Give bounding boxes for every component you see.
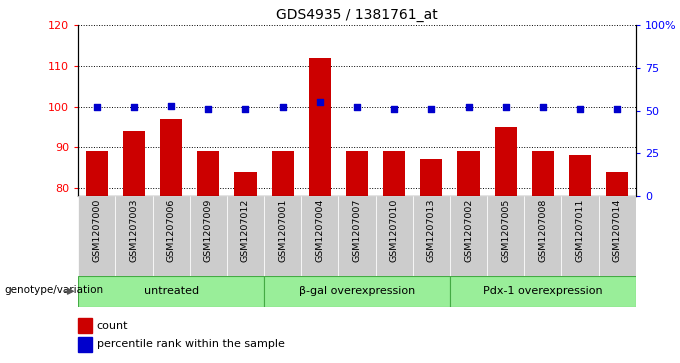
Bar — [487, 196, 524, 276]
Text: GSM1207002: GSM1207002 — [464, 199, 473, 262]
Bar — [78, 318, 92, 333]
Bar — [450, 276, 636, 307]
Text: genotype/variation: genotype/variation — [4, 285, 103, 295]
Bar — [271, 151, 294, 196]
Text: count: count — [97, 321, 128, 331]
Text: untreated: untreated — [143, 286, 199, 296]
Bar — [78, 196, 116, 276]
Bar — [346, 151, 368, 196]
Bar — [569, 155, 591, 196]
Text: GSM1207013: GSM1207013 — [427, 199, 436, 262]
Bar — [524, 196, 562, 276]
Bar — [532, 151, 554, 196]
Bar — [190, 196, 227, 276]
Bar — [339, 196, 375, 276]
Text: GSM1207005: GSM1207005 — [501, 199, 510, 262]
Bar — [78, 276, 264, 307]
Point — [500, 105, 511, 110]
Bar — [227, 196, 264, 276]
Bar — [606, 172, 628, 196]
Point — [612, 106, 623, 112]
Text: Pdx-1 overexpression: Pdx-1 overexpression — [483, 286, 602, 296]
Point — [389, 106, 400, 112]
Text: GSM1207003: GSM1207003 — [129, 199, 139, 262]
Text: GSM1207001: GSM1207001 — [278, 199, 287, 262]
Bar — [309, 58, 331, 196]
Title: GDS4935 / 1381761_at: GDS4935 / 1381761_at — [276, 8, 438, 22]
Bar — [78, 337, 92, 351]
Point — [352, 105, 362, 110]
Text: GSM1207006: GSM1207006 — [167, 199, 175, 262]
Bar — [264, 276, 450, 307]
Bar — [450, 196, 487, 276]
Text: GSM1207009: GSM1207009 — [204, 199, 213, 262]
Bar — [197, 151, 220, 196]
Bar — [160, 119, 182, 196]
Text: GSM1207012: GSM1207012 — [241, 199, 250, 262]
Text: percentile rank within the sample: percentile rank within the sample — [97, 339, 284, 350]
Bar — [458, 151, 479, 196]
Point — [166, 103, 177, 109]
Point — [314, 99, 325, 105]
Bar — [235, 172, 256, 196]
Bar — [264, 196, 301, 276]
Bar — [598, 196, 636, 276]
Point — [129, 105, 139, 110]
Bar — [375, 196, 413, 276]
Text: β-gal overexpression: β-gal overexpression — [299, 286, 415, 296]
Text: GSM1207010: GSM1207010 — [390, 199, 398, 262]
Text: GSM1207011: GSM1207011 — [575, 199, 585, 262]
Bar — [116, 196, 152, 276]
Point — [537, 105, 548, 110]
Bar — [152, 196, 190, 276]
Text: GSM1207008: GSM1207008 — [539, 199, 547, 262]
Point — [575, 106, 585, 112]
Bar — [413, 196, 450, 276]
Bar — [301, 196, 339, 276]
Bar — [494, 127, 517, 196]
Point — [426, 106, 437, 112]
Bar — [383, 151, 405, 196]
Text: GSM1207004: GSM1207004 — [316, 199, 324, 262]
Point — [240, 106, 251, 112]
Point — [277, 105, 288, 110]
Point — [91, 105, 102, 110]
Text: GSM1207000: GSM1207000 — [92, 199, 101, 262]
Text: GSM1207014: GSM1207014 — [613, 199, 622, 262]
Bar — [562, 196, 598, 276]
Bar — [420, 159, 443, 196]
Bar — [123, 131, 145, 196]
Text: GSM1207007: GSM1207007 — [352, 199, 362, 262]
Point — [463, 105, 474, 110]
Point — [203, 106, 214, 112]
Bar — [86, 151, 108, 196]
